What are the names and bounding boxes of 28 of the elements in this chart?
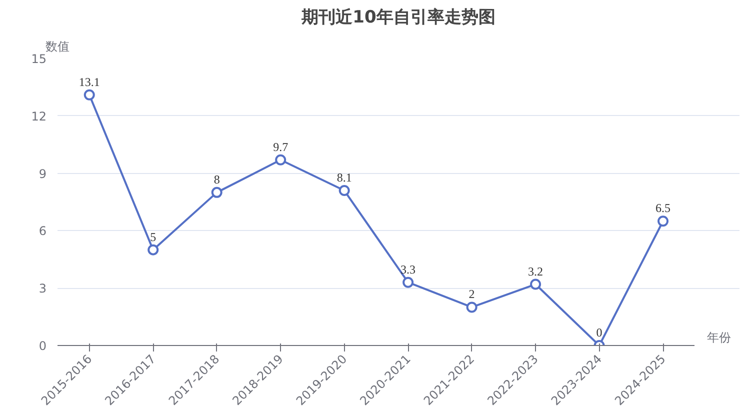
point <box>530 278 542 290</box>
data-label: 13.1 <box>78 74 100 89</box>
y-tick-label: 12 <box>31 109 47 124</box>
y-tick-label: 6 <box>38 224 47 238</box>
data-label: 3.3 <box>400 262 416 276</box>
y-tick-label: 15 <box>31 52 47 66</box>
data-label: 3.2 <box>528 264 544 278</box>
point <box>658 216 669 227</box>
point <box>466 302 478 313</box>
chart-title: 期刊近10年自引率走势图 <box>300 8 496 28</box>
point <box>211 186 222 198</box>
y-tick-label: 9 <box>38 166 47 181</box>
point <box>402 276 414 288</box>
data-label: 0 <box>596 326 602 340</box>
y-axis-title: 数值 <box>46 40 70 54</box>
point <box>338 185 350 196</box>
y-tick-label: 3 <box>38 282 47 296</box>
data-label: 2 <box>468 287 475 302</box>
data-label: 5 <box>150 230 156 244</box>
point <box>84 89 95 100</box>
data-label: 8.1 <box>336 170 352 185</box>
point <box>148 244 159 256</box>
data-label: 9.7 <box>273 140 288 154</box>
point <box>275 154 286 166</box>
y-tick-label: 0 <box>38 339 47 353</box>
data-label: 6.5 <box>656 201 671 216</box>
data-label: 8 <box>214 172 220 186</box>
x-axis-title: 年份 <box>706 330 731 344</box>
